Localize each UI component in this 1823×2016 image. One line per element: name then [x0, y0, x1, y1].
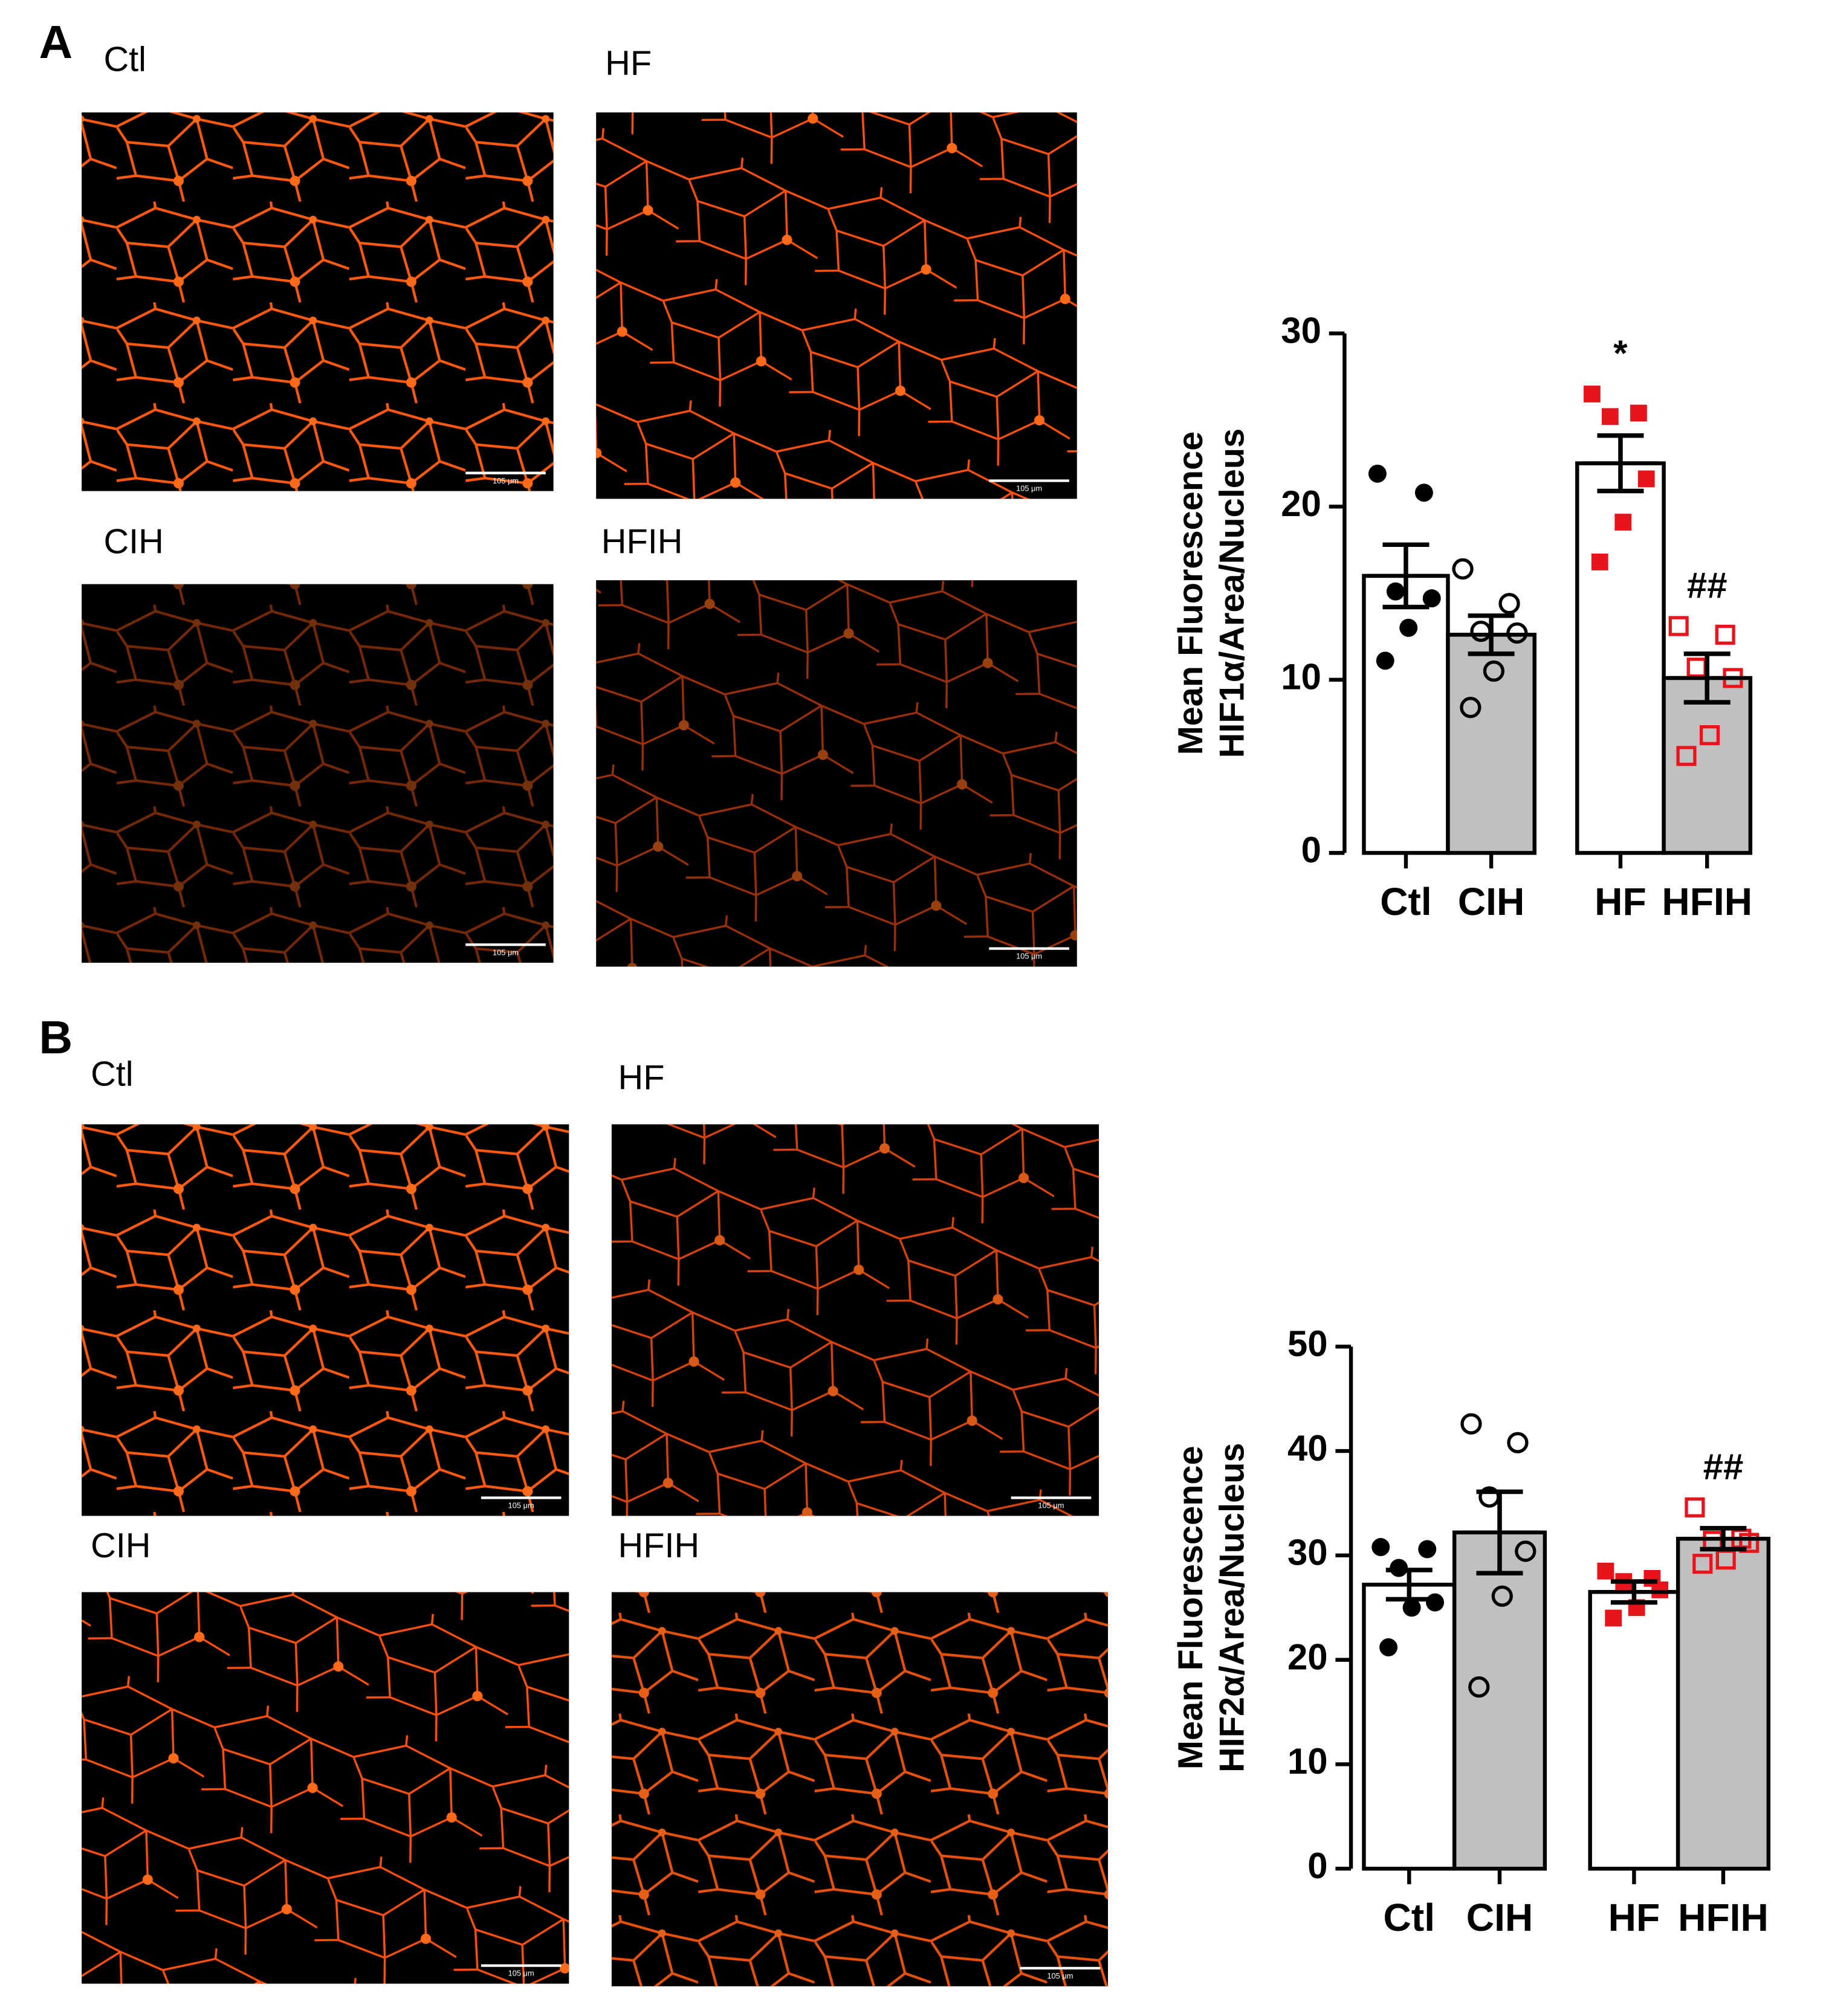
- y-axis-label: Mean Fluorescence: [1171, 431, 1210, 755]
- data-point: [1402, 1598, 1421, 1617]
- bar: [1452, 1530, 1547, 1871]
- data-point: [1418, 1540, 1437, 1559]
- data-point: [1483, 660, 1505, 682]
- scale-bar-label: 105 μm: [1016, 952, 1042, 961]
- data-point: [1692, 1554, 1713, 1574]
- image-label: HF: [605, 44, 652, 83]
- data-point: [1368, 464, 1387, 483]
- y-axis-label: Mean Fluorescence: [1171, 1446, 1210, 1769]
- panel-label: A: [39, 16, 73, 68]
- micrograph-texture: [596, 112, 1077, 499]
- bar: [1662, 676, 1753, 855]
- data-point: [1651, 1581, 1669, 1598]
- micrograph-texture: [82, 1592, 569, 1984]
- data-point: [1460, 1413, 1482, 1435]
- data-point: [1637, 470, 1655, 488]
- bar: [1362, 1583, 1457, 1871]
- y-tick-label: 0: [1301, 830, 1321, 870]
- y-axis-label: HIF1α/Area/Nucleus: [1213, 428, 1252, 758]
- image-label: HFIH: [618, 1527, 700, 1565]
- scale-bar-label: 105 μm: [1038, 1501, 1064, 1510]
- bar: [1446, 633, 1536, 855]
- data-point: [1676, 746, 1697, 766]
- data-point: [1668, 616, 1689, 636]
- data-point: [1507, 1432, 1529, 1453]
- data-point: [1699, 725, 1720, 746]
- image-label: HFIH: [601, 522, 683, 561]
- image-label: Ctl: [103, 40, 146, 79]
- bar: [1362, 573, 1450, 855]
- y-tick-label: 30: [1281, 311, 1321, 351]
- y-tick-label: 40: [1287, 1428, 1328, 1468]
- image-label: CIH: [103, 522, 163, 561]
- significance-label: ##: [1703, 1446, 1744, 1487]
- micrograph-texture: [82, 112, 554, 491]
- y-tick-label: 20: [1281, 483, 1321, 524]
- data-point: [1414, 483, 1433, 502]
- data-point: [1422, 589, 1441, 608]
- data-point: [1715, 624, 1735, 645]
- y-tick-label: 20: [1287, 1636, 1328, 1677]
- scale-bar-label: 105 μm: [508, 1969, 534, 1978]
- x-tick-label: Ctl: [1384, 1896, 1436, 1939]
- x-tick-label: HF: [1595, 880, 1647, 923]
- data-point: [1371, 1538, 1390, 1556]
- y-axis-label: HIF2α/Area/Nucleus: [1213, 1443, 1252, 1772]
- panel-label: B: [39, 1012, 73, 1064]
- data-point: [1426, 1593, 1445, 1612]
- data-point: [1685, 1497, 1705, 1517]
- y-tick-label: 50: [1287, 1323, 1328, 1364]
- data-point: [1386, 582, 1405, 601]
- micrograph-texture: [82, 584, 554, 963]
- scale-bar-label: 105 μm: [508, 1501, 534, 1510]
- data-point: [1379, 1638, 1398, 1656]
- x-tick-label: Ctl: [1380, 880, 1432, 923]
- data-point: [1605, 1609, 1622, 1627]
- data-point: [1597, 1562, 1614, 1580]
- data-point: [1468, 1676, 1490, 1698]
- micrograph-texture: [611, 1592, 1109, 1986]
- scale-bar-label: 105 μm: [493, 948, 519, 957]
- bar: [1676, 1536, 1771, 1871]
- scale-bar-label: 105 μm: [1047, 1971, 1073, 1980]
- data-point: [1591, 554, 1608, 570]
- image-label: CIH: [91, 1527, 151, 1565]
- y-tick-label: 10: [1287, 1741, 1328, 1782]
- x-tick-label: HFIH: [1662, 880, 1752, 923]
- data-point: [1739, 1533, 1760, 1553]
- y-tick-label: 30: [1287, 1533, 1328, 1573]
- significance-label: *: [1613, 333, 1628, 373]
- y-tick-label: 0: [1307, 1846, 1327, 1886]
- data-point: [1491, 1585, 1513, 1607]
- x-tick-label: HF: [1608, 1896, 1660, 1939]
- image-label: Ctl: [91, 1055, 134, 1093]
- micrographs: A Ctl 105 μm HF 105 μm CIH 105 μm HFIH 105 μm B Ct…: [39, 16, 1109, 1986]
- scale-bar-label: 105 μm: [493, 476, 519, 485]
- data-point: [1376, 651, 1394, 670]
- data-point: [1460, 697, 1481, 719]
- significance-label: ##: [1687, 565, 1727, 606]
- data-point: [1452, 558, 1474, 580]
- data-point: [1686, 657, 1707, 678]
- data-point: [1399, 618, 1418, 637]
- data-point: [1601, 408, 1619, 425]
- x-tick-label: CIH: [1466, 1896, 1533, 1939]
- scale-bar-label: 105 μm: [1016, 484, 1042, 493]
- data-point: [1630, 404, 1647, 422]
- image-label: HF: [618, 1059, 665, 1097]
- data-point: [1515, 1540, 1536, 1562]
- micrograph-texture: [82, 1124, 569, 1516]
- data-point: [1498, 593, 1520, 615]
- bar: [1588, 1590, 1680, 1871]
- x-tick-label: HFIH: [1678, 1896, 1769, 1939]
- micrograph-texture: [596, 580, 1077, 967]
- data-point: [1614, 514, 1632, 531]
- x-tick-label: CIH: [1458, 880, 1524, 923]
- data-point: [1584, 386, 1601, 402]
- micrograph-texture: [611, 1124, 1099, 1516]
- y-tick-label: 10: [1281, 657, 1321, 697]
